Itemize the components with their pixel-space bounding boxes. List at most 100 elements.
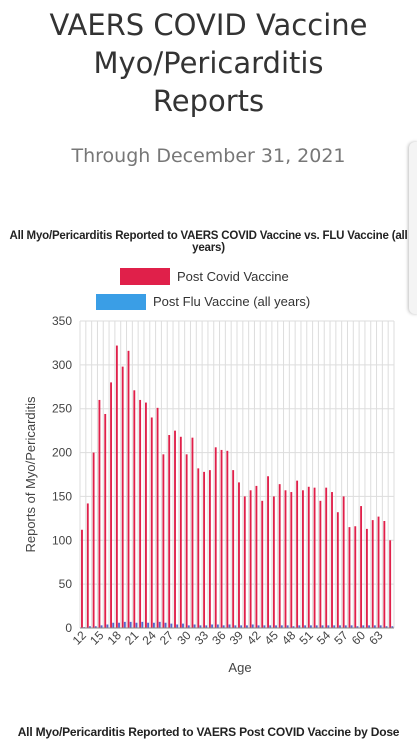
- bar-flu[interactable]: [263, 625, 266, 628]
- bar-covid[interactable]: [296, 480, 299, 628]
- bar-covid[interactable]: [162, 454, 165, 628]
- bar-covid[interactable]: [238, 482, 240, 628]
- bar-covid[interactable]: [139, 399, 142, 628]
- bar-covid[interactable]: [307, 486, 310, 628]
- bar-flu[interactable]: [211, 624, 213, 628]
- bar-flu[interactable]: [344, 625, 347, 628]
- bar-covid[interactable]: [121, 366, 124, 628]
- bar-covid[interactable]: [174, 430, 176, 628]
- bar-flu[interactable]: [118, 622, 120, 628]
- bar-flu[interactable]: [246, 625, 248, 628]
- bar-flu[interactable]: [205, 625, 208, 628]
- bar-covid[interactable]: [383, 520, 386, 628]
- bar-covid[interactable]: [371, 520, 374, 628]
- bar-flu[interactable]: [286, 625, 289, 628]
- bar-covid[interactable]: [203, 471, 206, 628]
- bar-covid[interactable]: [243, 496, 246, 628]
- bar-covid[interactable]: [179, 436, 182, 628]
- bar-flu[interactable]: [257, 625, 260, 628]
- bar-flu[interactable]: [251, 624, 254, 628]
- bar-covid[interactable]: [232, 470, 235, 628]
- bar-flu[interactable]: [187, 625, 190, 628]
- bar-covid[interactable]: [145, 402, 147, 628]
- bar-covid[interactable]: [208, 470, 211, 628]
- bar-covid[interactable]: [360, 506, 363, 628]
- bar-flu[interactable]: [368, 625, 370, 628]
- bar-flu[interactable]: [176, 624, 179, 628]
- bar-covid[interactable]: [104, 413, 107, 628]
- bar-covid[interactable]: [92, 452, 95, 628]
- bar-covid[interactable]: [342, 496, 345, 628]
- bar-covid[interactable]: [313, 487, 316, 628]
- bar-covid[interactable]: [156, 407, 159, 628]
- bar-flu[interactable]: [234, 625, 237, 628]
- bar-covid[interactable]: [226, 450, 229, 628]
- bar-flu[interactable]: [123, 621, 126, 628]
- scroll-handle[interactable]: [409, 142, 417, 314]
- bar-flu[interactable]: [391, 626, 394, 628]
- bar-flu[interactable]: [135, 622, 138, 628]
- bar-covid[interactable]: [365, 528, 368, 628]
- bar-flu[interactable]: [362, 625, 365, 628]
- bar-flu[interactable]: [379, 625, 382, 628]
- bar-covid[interactable]: [86, 503, 89, 628]
- bar-flu[interactable]: [158, 621, 161, 628]
- bar-covid[interactable]: [185, 454, 188, 628]
- bar-covid[interactable]: [354, 526, 357, 628]
- bar-flu[interactable]: [199, 625, 202, 628]
- bar-covid[interactable]: [389, 540, 392, 628]
- bar-flu[interactable]: [327, 625, 330, 628]
- bar-covid[interactable]: [220, 449, 223, 628]
- bar-covid[interactable]: [214, 447, 217, 628]
- bar-covid[interactable]: [377, 516, 380, 628]
- bar-flu[interactable]: [280, 625, 283, 628]
- bar-covid[interactable]: [150, 417, 153, 628]
- bar-flu[interactable]: [112, 622, 115, 628]
- bar-covid[interactable]: [331, 492, 333, 628]
- bar-flu[interactable]: [89, 626, 91, 628]
- bar-covid[interactable]: [302, 490, 304, 628]
- bar-flu[interactable]: [216, 624, 219, 628]
- bar-covid[interactable]: [272, 496, 275, 628]
- bar-covid[interactable]: [81, 529, 83, 628]
- bar-flu[interactable]: [164, 622, 167, 628]
- bar-flu[interactable]: [309, 625, 312, 628]
- bar-flu[interactable]: [321, 625, 324, 628]
- bar-flu[interactable]: [182, 623, 184, 628]
- bar-covid[interactable]: [267, 476, 269, 628]
- bar-flu[interactable]: [240, 625, 243, 628]
- bar-covid[interactable]: [284, 490, 287, 628]
- bar-covid[interactable]: [255, 485, 258, 628]
- bar-covid[interactable]: [336, 512, 339, 628]
- bar-covid[interactable]: [133, 390, 136, 628]
- bar-flu[interactable]: [228, 624, 231, 628]
- bar-covid[interactable]: [115, 345, 118, 628]
- bar-flu[interactable]: [298, 625, 301, 628]
- bar-covid[interactable]: [197, 468, 200, 628]
- bar-flu[interactable]: [106, 624, 109, 628]
- bar-flu[interactable]: [304, 625, 307, 628]
- bar-covid[interactable]: [348, 527, 351, 628]
- bar-flu[interactable]: [315, 625, 318, 628]
- bar-flu[interactable]: [275, 625, 277, 628]
- bar-flu[interactable]: [100, 625, 103, 628]
- chart-legend[interactable]: Post Covid Vaccine Post Flu Vaccine (all…: [96, 268, 310, 310]
- bar-flu[interactable]: [152, 622, 155, 628]
- bar-covid[interactable]: [319, 500, 322, 628]
- bar-covid[interactable]: [278, 484, 281, 628]
- bar-flu[interactable]: [269, 625, 272, 628]
- bar-flu[interactable]: [94, 626, 97, 628]
- bar-flu[interactable]: [356, 626, 359, 628]
- bar-covid[interactable]: [127, 350, 130, 628]
- bar-flu[interactable]: [170, 623, 173, 628]
- bar-covid[interactable]: [191, 437, 194, 628]
- bar-flu[interactable]: [333, 625, 336, 628]
- bar-covid[interactable]: [110, 382, 112, 628]
- bar-flu[interactable]: [292, 626, 295, 628]
- bar-covid[interactable]: [249, 490, 252, 628]
- bar-covid[interactable]: [325, 487, 328, 628]
- bar-covid[interactable]: [168, 435, 171, 628]
- bar-flu[interactable]: [339, 625, 341, 628]
- bar-covid[interactable]: [290, 492, 293, 628]
- bar-flu[interactable]: [141, 621, 144, 628]
